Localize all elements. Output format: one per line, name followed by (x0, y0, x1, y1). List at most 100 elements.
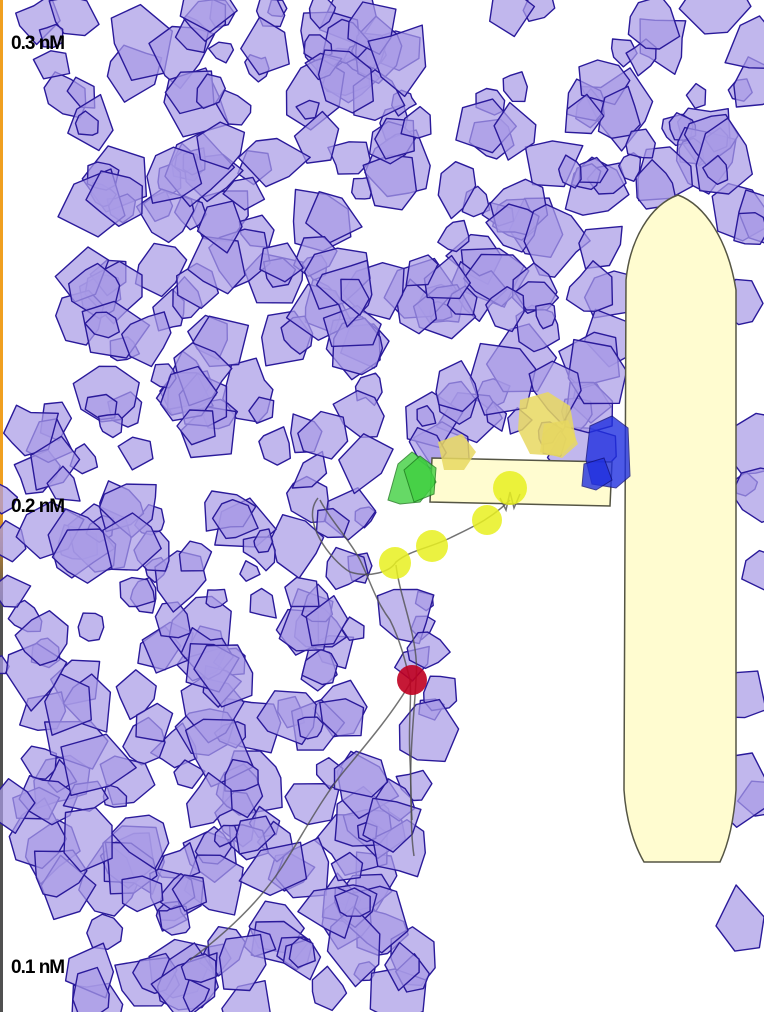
actin-polygon (14, 610, 69, 666)
actin-polygon (340, 278, 370, 316)
actin-polygon (305, 190, 363, 244)
actin-polygon (185, 772, 233, 829)
actin-polygon (32, 50, 71, 80)
blue-motor (581, 457, 613, 491)
actin-polygon (86, 913, 124, 950)
actin-polygon (733, 56, 764, 108)
actin-polygon (405, 254, 439, 287)
actin-polygon (119, 576, 156, 608)
red-marker (397, 665, 427, 695)
actin-polygon (154, 601, 192, 639)
actin-polygon (485, 286, 525, 333)
actin-polygon (117, 436, 154, 471)
actin-polygon (0, 483, 19, 515)
actin-polygon (297, 410, 349, 460)
actin-polygon (741, 549, 764, 591)
actin-polygon (222, 176, 266, 211)
actin-polygon (288, 936, 316, 969)
yellow-bead (379, 547, 411, 579)
actin-polygon (384, 941, 420, 992)
actin-polygon (249, 587, 277, 619)
actin-polygon (284, 783, 340, 826)
actin-polygon (437, 160, 477, 220)
actin-polygon (333, 750, 389, 798)
actin-polygon (311, 965, 348, 1012)
actin-polygon (186, 235, 246, 295)
actin-polygon (46, 465, 81, 502)
actin-polygon (334, 887, 371, 917)
actin-polygon (173, 759, 206, 789)
actin-polygon (235, 815, 276, 855)
actin-polygon (213, 824, 239, 848)
actin-polygon (193, 644, 254, 708)
actin-polygon (196, 200, 243, 254)
actin-polygon (224, 758, 259, 792)
actin-polygon (176, 409, 216, 446)
actin-polygon (110, 814, 170, 870)
actin-polygon (376, 588, 435, 645)
actin-polygon (351, 176, 373, 200)
actin-polygon (60, 733, 137, 797)
actin-polygon (258, 426, 291, 466)
actin-polygon (731, 467, 764, 523)
actin-polygon (297, 716, 324, 740)
scale-label-0-3: 0.3 nM (11, 33, 65, 54)
actin-polygon (341, 616, 365, 641)
actin-polygon (171, 874, 208, 912)
actin-polygon (72, 966, 110, 1012)
actin-polygon (180, 953, 217, 983)
actin-polygon (702, 154, 729, 186)
actin-polygon (627, 0, 681, 50)
scale-label-0-2: 0.2 nM (11, 496, 65, 517)
actin-polygon (564, 93, 605, 135)
yellow-bead (416, 530, 448, 562)
actin-polygon (240, 16, 290, 76)
actin-polygon (330, 851, 364, 882)
actin-polygon (327, 141, 372, 175)
actin-polygon (535, 302, 556, 330)
actin-polygon (248, 396, 275, 424)
actin-polygon (437, 219, 470, 253)
actin-polygon (284, 576, 320, 608)
actin-polygon (0, 574, 32, 608)
actin-polygon (319, 698, 365, 737)
actin-polygon (724, 15, 764, 69)
actin-polygon (678, 0, 752, 35)
actin-polygon (338, 433, 394, 495)
actin-polygon (74, 110, 99, 136)
actin-polygon (469, 342, 537, 416)
actin-polygon (565, 260, 614, 312)
actin-polygon (558, 154, 582, 189)
actin-polygon (493, 101, 537, 161)
actin-polygon (618, 152, 642, 183)
actin-polygon (400, 105, 432, 139)
actin-polygon (715, 884, 764, 952)
actin-polygon (159, 365, 218, 422)
actin-polygon (3, 404, 59, 457)
actin-polygon (207, 41, 235, 64)
actin-polygon (38, 23, 64, 48)
actin-polygon (102, 512, 162, 571)
actin-polygon (120, 311, 172, 368)
actin-polygon (423, 254, 471, 300)
actin-polygon (121, 875, 164, 913)
actin-polygon (69, 443, 99, 475)
actin-polygon (317, 49, 374, 114)
actin-polygon (63, 807, 113, 873)
actin-polygon (325, 546, 369, 591)
actin-polygon (195, 73, 227, 110)
actin-polygon (416, 405, 437, 427)
actin-polygon (578, 225, 623, 270)
actin-polygon (178, 540, 213, 572)
actin-polygon (259, 242, 304, 283)
gold-motor (540, 420, 578, 458)
actin-polygon (0, 778, 36, 834)
actin-polygon (146, 146, 203, 204)
actin-polygon (308, 0, 337, 29)
actin-polygon (685, 82, 707, 110)
actin-polygon (85, 170, 144, 228)
scale-label-0-1: 0.1 nM (11, 957, 65, 978)
actin-polygon (270, 514, 325, 579)
